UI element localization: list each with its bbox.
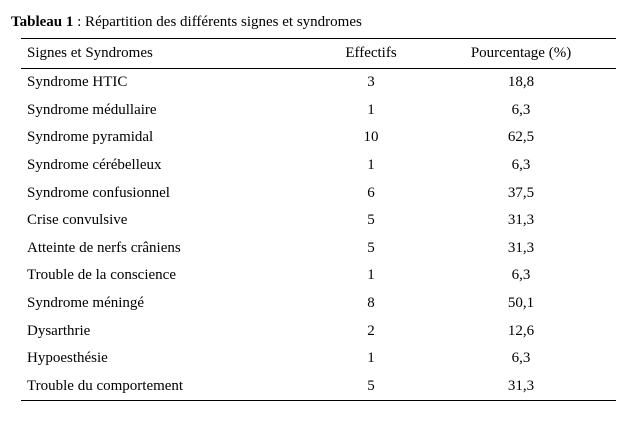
cell-signe: Syndrome confusionnel — [27, 184, 170, 201]
cell-pourcentage: 31,3 — [507, 212, 535, 229]
cell-effectif: 10 — [363, 129, 379, 146]
cell-pourcentage: 50,1 — [507, 295, 535, 312]
table-row: Atteinte de nerfs crâniens 5 31,3 — [21, 235, 616, 263]
cell-pourcentage: 6,3 — [511, 267, 531, 284]
table-caption-label: Tableau 1 — [11, 14, 74, 30]
cell-pourcentage: 6,3 — [511, 157, 531, 174]
cell-signe: Atteinte de nerfs crâniens — [27, 239, 181, 256]
cell-signe: Syndrome médullaire — [27, 101, 157, 118]
cell-pourcentage: 31,3 — [507, 239, 535, 256]
table-row: Syndrome HTIC 3 18,8 — [21, 69, 616, 97]
cell-effectif: 1 — [367, 101, 375, 118]
cell-pourcentage: 6,3 — [511, 101, 531, 118]
cell-signe: Syndrome pyramidal — [27, 129, 154, 146]
cell-signe: Syndrome méningé — [27, 295, 145, 312]
table-row: Hypoesthésie 1 6,3 — [21, 345, 616, 373]
table-row: Trouble du comportement 5 31,3 — [21, 373, 616, 401]
cell-pourcentage: 12,6 — [507, 322, 535, 339]
header-effectifs: Effectifs — [345, 45, 397, 61]
table-row: Syndrome méningé 8 50,1 — [21, 290, 616, 318]
cell-signe: Trouble du comportement — [27, 377, 184, 394]
cell-effectif: 5 — [367, 377, 375, 394]
cell-signe: Dysarthrie — [27, 322, 91, 339]
cell-effectif: 5 — [367, 239, 375, 256]
cell-effectif: 6 — [367, 184, 375, 201]
cell-effectif: 8 — [367, 295, 375, 312]
signs-syndromes-table: Signes et Syndromes Effectifs Pourcentag… — [21, 38, 616, 401]
table-row: Syndrome pyramidal 10 62,5 — [21, 124, 616, 152]
table-row: Trouble de la conscience 1 6,3 — [21, 262, 616, 290]
table-row: Dysarthrie 2 12,6 — [21, 317, 616, 345]
cell-signe: Syndrome HTIC — [27, 74, 128, 91]
table-row: Syndrome médullaire 1 6,3 — [21, 97, 616, 125]
cell-signe: Hypoesthésie — [27, 350, 108, 367]
signs-syndromes-table-container: Signes et Syndromes Effectifs Pourcentag… — [21, 38, 616, 401]
cell-effectif: 5 — [367, 212, 375, 229]
cell-signe: Syndrome cérébelleux — [27, 157, 162, 174]
cell-effectif: 1 — [367, 350, 375, 367]
cell-pourcentage: 62,5 — [507, 129, 535, 146]
table-caption: Tableau 1 : Répartition des différents s… — [11, 13, 362, 31]
table-row: Crise convulsive 5 31,3 — [21, 207, 616, 235]
cell-pourcentage: 31,3 — [507, 377, 535, 394]
cell-pourcentage: 6,3 — [511, 350, 531, 367]
cell-effectif: 1 — [367, 157, 375, 174]
table-header-row: Signes et Syndromes Effectifs Pourcentag… — [21, 38, 616, 69]
header-signes-syndromes: Signes et Syndromes — [27, 45, 153, 61]
cell-effectif: 1 — [367, 267, 375, 284]
header-pourcentage: Pourcentage (%) — [470, 45, 572, 61]
cell-pourcentage: 37,5 — [507, 184, 535, 201]
table-row: Syndrome confusionnel 6 37,5 — [21, 179, 616, 207]
cell-effectif: 3 — [367, 74, 375, 91]
table-body: Syndrome HTIC 3 18,8 Syndrome médullaire 1 6,… — [21, 69, 616, 401]
table-caption-text: : Répartition des différents signes et s… — [73, 14, 362, 30]
cell-signe: Trouble de la conscience — [27, 267, 176, 284]
cell-signe: Crise convulsive — [27, 212, 128, 229]
cell-pourcentage: 18,8 — [507, 74, 535, 91]
table-row: Syndrome cérébelleux 1 6,3 — [21, 152, 616, 180]
cell-effectif: 2 — [367, 322, 375, 339]
